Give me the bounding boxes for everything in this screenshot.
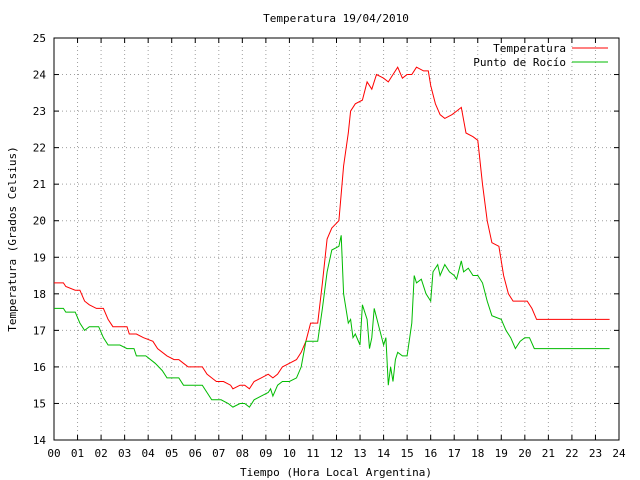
chart-title: Temperatura 19/04/2010 <box>263 12 409 25</box>
y-tick-label: 15 <box>33 397 46 410</box>
y-tick-label: 24 <box>33 69 47 82</box>
x-tick-label: 22 <box>565 447 578 460</box>
x-tick-label: 16 <box>424 447 437 460</box>
x-tick-label: 01 <box>71 447 84 460</box>
x-tick-label: 05 <box>165 447 178 460</box>
x-tick-label: 21 <box>542 447 555 460</box>
y-tick-label: 25 <box>33 32 46 45</box>
x-tick-label: 20 <box>518 447 531 460</box>
series-layer <box>54 66 610 408</box>
x-tick-label: 11 <box>306 447 319 460</box>
x-tick-label: 03 <box>118 447 131 460</box>
x-tick-label: 00 <box>47 447 60 460</box>
y-tick-label: 18 <box>33 288 46 301</box>
y-tick-label: 14 <box>33 434 47 447</box>
grid <box>54 38 619 440</box>
x-tick-label: 19 <box>495 447 508 460</box>
y-tick-label: 22 <box>33 142 46 155</box>
x-tick-label: 04 <box>142 447 156 460</box>
x-tick-label: 13 <box>353 447 366 460</box>
y-tick-label: 20 <box>33 215 46 228</box>
x-tick-label: 14 <box>377 447 391 460</box>
x-tick-label: 12 <box>330 447 343 460</box>
x-tick-label: 10 <box>283 447 296 460</box>
y-axis-label: Temperatura (Grados Celsius) <box>6 146 19 331</box>
y-tick-label: 23 <box>33 105 46 118</box>
legend-label-punto-de-rocio: Punto de Rocío <box>473 56 566 69</box>
y-tick-label: 16 <box>33 361 46 374</box>
series-line-temperatura <box>54 66 610 390</box>
x-tick-label: 06 <box>189 447 202 460</box>
x-tick-label: 08 <box>236 447 249 460</box>
legend: Temperatura Punto de Rocío <box>473 42 608 69</box>
y-tick-label: 19 <box>33 251 46 264</box>
series-line-punto-de-rocio <box>54 235 610 408</box>
x-tick-label: 09 <box>259 447 272 460</box>
x-tick-label: 02 <box>94 447 107 460</box>
x-tick-label: 23 <box>589 447 602 460</box>
x-tick-label: 18 <box>471 447 484 460</box>
x-tick-label: 07 <box>212 447 225 460</box>
x-tick-label: 17 <box>448 447 461 460</box>
x-axis-label: Tiempo (Hora Local Argentina) <box>240 466 432 479</box>
x-tick-label: 24 <box>612 447 626 460</box>
y-tick-label: 21 <box>33 178 46 191</box>
legend-label-temperatura: Temperatura <box>493 42 566 55</box>
x-tick-label: 15 <box>401 447 414 460</box>
y-tick-label: 17 <box>33 324 46 337</box>
ticks: 00 01 02 03 04 05 06 07 08 09 10 11 12 13 14 15 16 17 18 19… <box>33 32 626 460</box>
